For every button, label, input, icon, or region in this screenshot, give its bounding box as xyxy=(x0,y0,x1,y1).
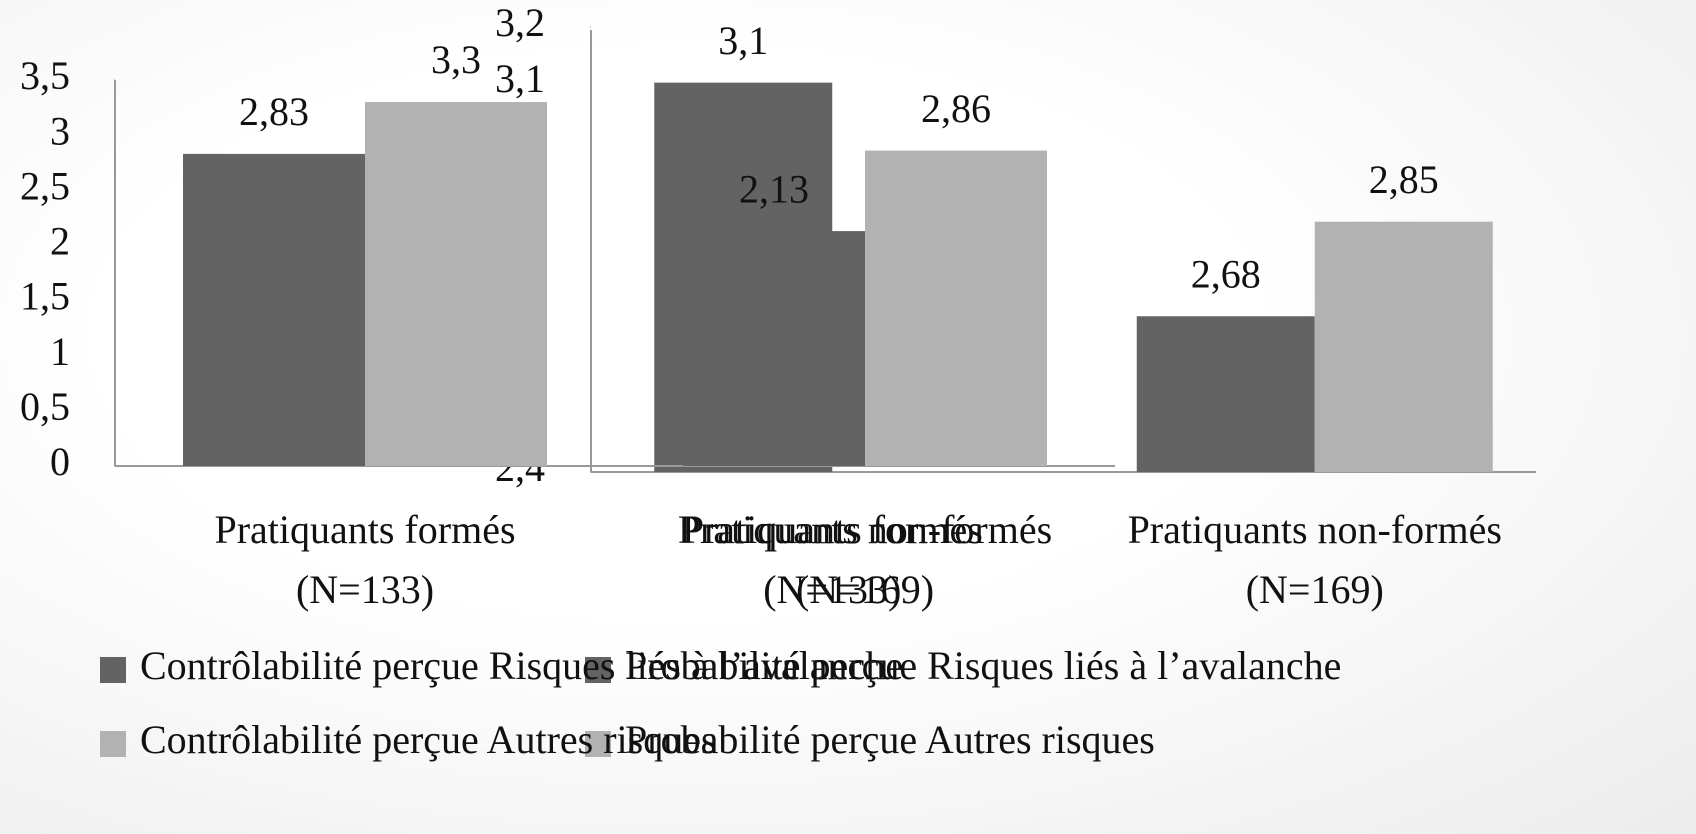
x-tick-label: Pratiquants formés (N=133) xyxy=(681,507,983,612)
x-tick-label: Pratiquants formés (N=133) xyxy=(214,507,516,612)
y-tick-label: 3,5 xyxy=(20,53,70,98)
data-label: 2,86 xyxy=(921,86,991,131)
bar xyxy=(683,231,865,466)
bar xyxy=(865,150,1047,466)
data-label: 2,85 xyxy=(1369,157,1439,202)
data-label: 2,83 xyxy=(239,89,309,134)
legend-swatch xyxy=(100,731,126,757)
y-tick-label: 2,5 xyxy=(20,163,70,208)
legend-label: Contrôlabilité perçue Autres risques xyxy=(140,717,717,762)
y-tick-label: 1,5 xyxy=(20,274,70,319)
x-tick-label: Pratiquants non-formés (N=169) xyxy=(677,507,1053,612)
data-label: 3,3 xyxy=(431,37,481,82)
data-label: 3,1 xyxy=(718,18,768,63)
legend-swatch xyxy=(585,657,611,683)
legend-label: Probabilité perçue Autres risques xyxy=(625,717,1155,762)
bar xyxy=(183,153,365,467)
legend-swatch xyxy=(100,657,126,683)
bar xyxy=(1136,316,1315,472)
legend-label: Contrôlabilité perçue Risques liés à l’a… xyxy=(140,643,903,688)
y-tick-label: 0,5 xyxy=(20,384,70,429)
y-tick-label: 3,2 xyxy=(495,0,545,45)
y-tick-label: 3 xyxy=(50,108,70,153)
legend-swatch xyxy=(585,731,611,757)
bar xyxy=(365,102,547,467)
legend-label: Probabilité perçue Risques liés à l’aval… xyxy=(625,643,1341,688)
data-label: 2,68 xyxy=(1191,251,1261,296)
bar xyxy=(1314,221,1493,472)
y-tick-label: 3,1 xyxy=(495,56,545,101)
x-tick-label: Pratiquants non-formés (N=169) xyxy=(1127,507,1502,612)
y-tick-label: 0 xyxy=(50,439,70,484)
y-tick-label: 2 xyxy=(50,219,70,264)
y-tick-label: 1 xyxy=(50,329,70,374)
data-label: 2,13 xyxy=(739,166,809,211)
